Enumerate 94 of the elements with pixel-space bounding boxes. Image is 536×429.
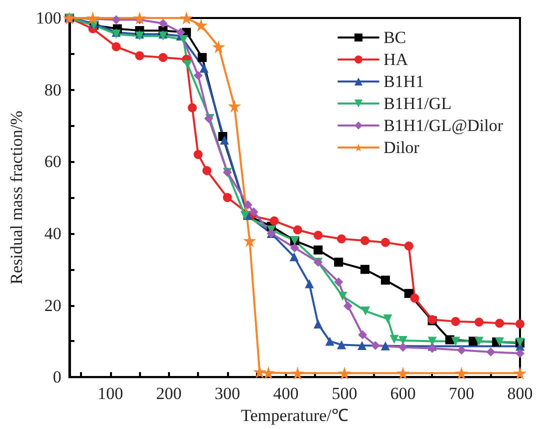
point [270, 216, 279, 226]
point [86, 12, 100, 24]
point [495, 337, 504, 346]
point [293, 225, 302, 234]
x-tick-label: 200 [156, 384, 182, 404]
point [454, 366, 468, 380]
y-tick-label: 0 [52, 368, 62, 387]
point [360, 264, 370, 274]
point [220, 136, 229, 145]
point [451, 316, 460, 326]
legend-label: BC [383, 28, 406, 47]
x-tick-label: 700 [448, 384, 474, 404]
point [474, 336, 484, 346]
point [404, 242, 414, 251]
point [253, 365, 266, 378]
point [228, 99, 241, 112]
point [370, 341, 380, 350]
point [194, 150, 203, 159]
x-tick-label: 300 [214, 384, 240, 404]
point [314, 230, 323, 240]
legend-label: B1H1/GL [383, 94, 452, 113]
point [243, 200, 252, 210]
point [451, 336, 460, 346]
point [183, 60, 192, 70]
point [314, 319, 323, 328]
y-tick-label: 80 [44, 80, 62, 100]
point [249, 207, 258, 216]
point [338, 366, 351, 380]
point [198, 53, 207, 62]
legend-label: Dilor [383, 138, 420, 157]
point [516, 319, 524, 328]
point [380, 276, 390, 285]
x-tick-label: 800 [507, 384, 533, 404]
point [398, 342, 408, 352]
x-tick-label: 100 [98, 384, 124, 404]
point [202, 166, 212, 176]
point [410, 294, 420, 303]
point [112, 42, 121, 52]
point [158, 53, 168, 62]
legend-label: B1H1/GL@Dilor [383, 116, 504, 135]
point [180, 12, 193, 24]
point [396, 366, 410, 380]
point [516, 348, 524, 358]
x-tick-label: 500 [332, 384, 358, 404]
point [176, 28, 186, 37]
point [495, 318, 504, 328]
point [290, 252, 299, 262]
point [514, 366, 526, 380]
point [390, 334, 399, 344]
point [179, 35, 188, 44]
point [398, 336, 408, 345]
point [325, 336, 334, 346]
point [290, 243, 300, 252]
point [199, 64, 208, 73]
x-tick-label: 600 [390, 384, 416, 404]
point [112, 15, 121, 24]
point [486, 347, 496, 356]
point [337, 340, 346, 350]
point [343, 302, 352, 310]
point [338, 292, 348, 301]
point [357, 341, 366, 350]
point [212, 40, 226, 54]
y-tick-label: 60 [44, 152, 62, 172]
legend-label: HA [383, 50, 409, 69]
point [314, 245, 323, 254]
point [337, 234, 346, 244]
y-tick-label: 40 [44, 224, 62, 243]
point [361, 306, 370, 316]
point [291, 366, 304, 380]
point [360, 236, 370, 246]
x-axis-title: Temperature/℃ [241, 406, 348, 425]
point [380, 341, 390, 350]
point [474, 318, 484, 327]
legend-label: B1H1 [383, 72, 424, 91]
point [334, 277, 344, 286]
point [380, 238, 390, 247]
point [383, 314, 392, 324]
point [194, 18, 208, 32]
x-tick-label: 400 [273, 384, 299, 404]
point [194, 70, 203, 80]
point [240, 211, 250, 220]
point [358, 330, 368, 340]
point [243, 234, 256, 248]
point [135, 51, 144, 60]
point [304, 279, 314, 288]
point [133, 12, 146, 24]
point [222, 193, 232, 202]
point [334, 258, 344, 267]
point [188, 103, 197, 112]
y-axis-title: Residual mass fraction/% [7, 110, 26, 284]
point [456, 346, 466, 355]
point [158, 18, 168, 28]
y-tick-label: 100 [36, 8, 62, 28]
y-tick-label: 20 [44, 296, 62, 315]
